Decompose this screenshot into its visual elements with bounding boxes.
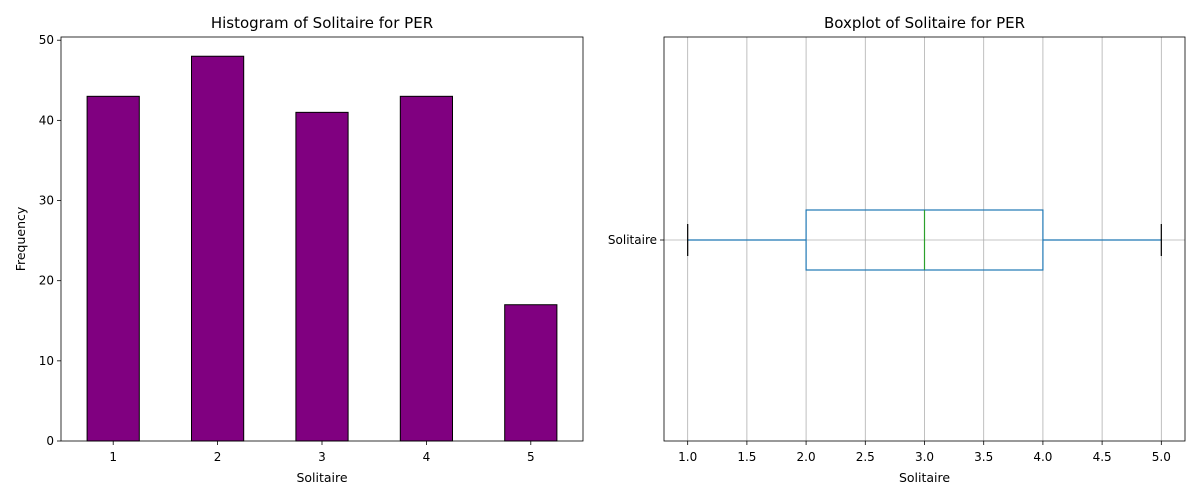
x-tick-label: 2.5 — [856, 450, 875, 464]
y-tick-label: 10 — [39, 354, 54, 368]
histogram-bar — [86, 95, 140, 442]
histogram-title: Histogram of Solitaire for PER — [211, 14, 433, 32]
boxplot-axes-frame — [663, 36, 1186, 442]
x-tick-label: 3.5 — [974, 450, 993, 464]
boxplot-chart: 1.0 1.5 2.0 2.5 3.0 3.5 4.0 4.5 5.0 Solitaire Boxp… — [608, 14, 1186, 485]
histogram-x-axis-label: Solitaire — [296, 470, 347, 485]
x-tick-label: 2.0 — [797, 450, 816, 464]
boxplot-title: Boxplot of Solitaire for PER — [824, 14, 1025, 32]
histogram-bar — [191, 55, 245, 442]
x-tick-label: 3 — [318, 450, 326, 464]
histogram-y-axis-label: Frequency — [13, 206, 28, 271]
histogram-bar — [295, 111, 349, 442]
x-tick-label: 4 — [423, 450, 431, 464]
x-tick-label: 2 — [214, 450, 222, 464]
y-tick-label: 50 — [39, 33, 54, 47]
histogram-bar — [399, 95, 453, 442]
x-tick-label: 1.5 — [737, 450, 756, 464]
y-tick-label: 20 — [39, 274, 54, 288]
y-tick-label: 30 — [39, 194, 54, 208]
x-tick-label: 5.0 — [1152, 450, 1171, 464]
x-tick-label: 1.0 — [678, 450, 697, 464]
x-tick-label: 4.5 — [1093, 450, 1112, 464]
histogram-bar — [504, 304, 558, 442]
x-tick-label: 5 — [527, 450, 535, 464]
boxplot-x-axis-label: Solitaire — [899, 470, 950, 485]
y-tick-label: 0 — [46, 434, 54, 448]
y-category-label: Solitaire — [608, 233, 657, 247]
histogram-axes-frame — [60, 36, 584, 442]
x-tick-label: 4.0 — [1033, 450, 1052, 464]
y-tick-label: 40 — [39, 113, 54, 127]
x-tick-label: 3.0 — [915, 450, 934, 464]
x-tick-label: 1 — [109, 450, 117, 464]
